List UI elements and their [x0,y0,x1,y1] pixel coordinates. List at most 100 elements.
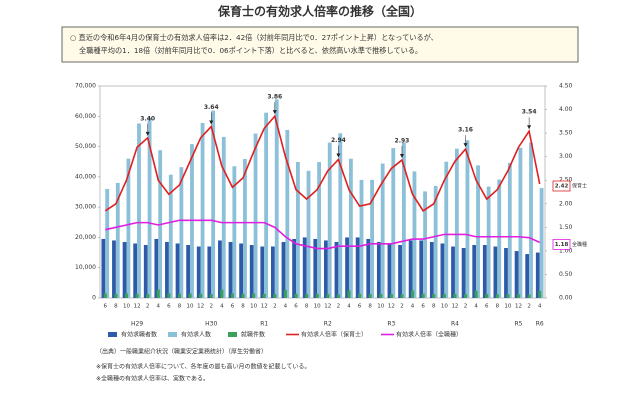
x-tick-label: 10 [377,304,384,310]
bar [493,246,498,298]
bar [514,251,519,298]
year-label: R4 [451,321,459,328]
peak-label: 2.93 [395,137,410,144]
bar [115,182,120,298]
footnote: ※全職種の有効求人倍率は、実数である。 [96,375,209,383]
bar [114,293,118,298]
bar [262,293,266,298]
year-label: R3 [387,321,395,328]
bar [527,294,531,298]
bar [232,166,237,298]
year-label: R6 [536,321,544,328]
y-tick-label: 60,000 [75,113,96,120]
bar [412,171,417,298]
x-tick-label: 10 [504,304,511,310]
x-tick-label: 10 [123,304,130,310]
x-tick-label: 6 [294,304,298,310]
bar [154,238,159,298]
year-label: R1 [260,321,268,328]
bar [525,254,530,298]
y-tick-label: 70,000 [75,83,96,90]
bar [495,294,499,298]
bar [260,246,265,298]
bar [186,245,191,298]
note-line: ○ 直近の令和6年4月の保育士の有効求人倍率は2．42倍（対前年同月比で0．27… [70,33,438,42]
y2-tick-label: 0.00 [559,295,573,302]
bar [453,294,457,298]
legend-label: 有効求人倍率（保育士） [301,331,367,339]
x-tick-label: 10 [187,304,194,310]
note-box [61,26,579,63]
y2-tick-label: 4.50 [559,83,573,90]
x-tick-label: 6 [231,304,235,310]
x-tick-label: 12 [451,304,458,310]
bar [400,294,404,298]
x-tick-label: 8 [178,304,182,310]
x-tick-label: 8 [305,304,309,310]
peak-label: 3.64 [204,104,219,111]
bar [228,241,233,298]
x-tick-label: 8 [496,304,500,310]
bar [220,289,224,298]
x-tick-label: 6 [485,304,489,310]
bar [433,185,438,298]
x-tick-label: 6 [358,304,362,310]
bar [368,294,372,298]
bar [506,294,510,298]
x-tick-label: 12 [197,304,204,310]
bar [366,238,371,298]
bar [302,237,307,298]
line [105,219,541,250]
bar [472,245,477,298]
legend-swatch [228,332,237,337]
bar [156,289,160,298]
bar [529,142,533,298]
bar [408,240,413,298]
bar [133,243,138,298]
end-label-box [552,180,571,192]
legend-label: 有効求職者数 [121,331,157,339]
peak-label: 2.94 [331,137,346,144]
bar [535,252,540,298]
end-label-box [552,239,571,250]
bar [137,123,141,298]
bar [347,290,351,298]
x-tick-label: 6 [421,304,425,310]
legend-swatch [168,332,177,337]
bar [444,161,449,298]
bar [476,165,480,298]
bar [243,158,247,298]
bar [221,136,226,298]
bar [389,294,393,298]
x-tick-label: 4 [538,304,542,310]
bar [379,293,383,298]
chart-title: 保育士の有効求人倍率の推移（全国） [217,4,422,19]
bar [177,293,181,298]
bar [305,294,309,298]
end-tag: 保育士 [572,182,587,189]
bar [423,191,427,298]
bar [518,147,523,298]
x-tick-label: 2 [400,304,404,310]
bar [355,237,360,298]
peak-label: 3.86 [267,94,282,101]
bar [315,293,319,298]
end-value-label: 2.42 [555,183,569,189]
line [104,114,541,212]
note-line: 全職種平均の1．18倍（対前年同月比で0．06ポイント下落）と比べると、依然高い… [79,46,422,55]
peak-marker [336,153,341,158]
y2-tick-label: 2.50 [559,177,573,184]
bar [421,293,425,298]
bar [464,294,468,298]
bar [122,241,127,298]
bar [252,293,256,298]
bar [474,290,478,298]
bar [411,290,415,298]
peak-marker [463,143,468,148]
bar [200,122,205,298]
bar [358,293,362,298]
peak-label: 3.40 [140,115,155,122]
legend-label: 有効求人数 [181,331,211,339]
peak-marker [145,131,150,136]
